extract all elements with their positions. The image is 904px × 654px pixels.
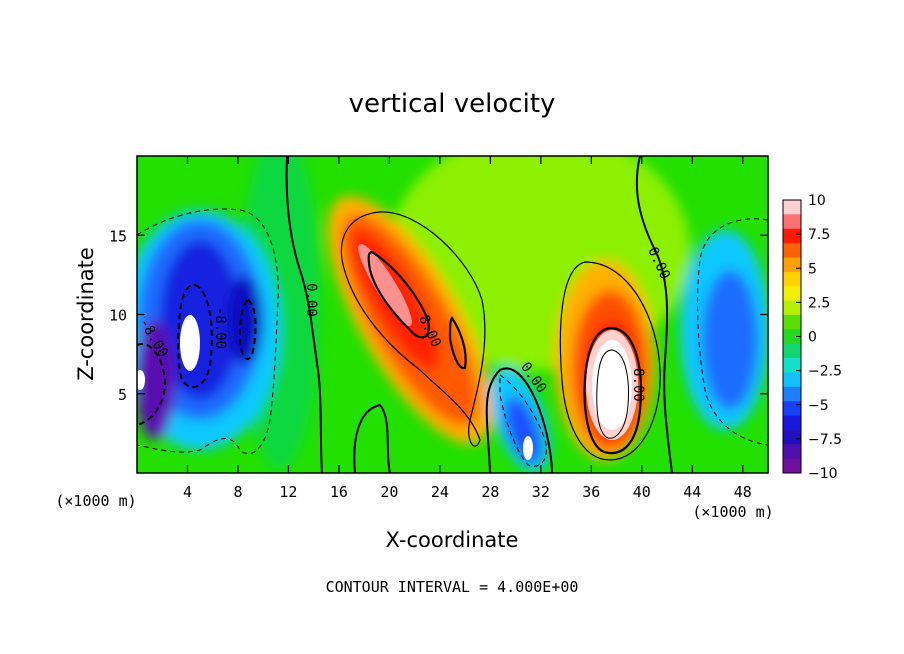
chart-title: vertical velocity xyxy=(349,89,556,119)
x-axis-label: X-coordinate xyxy=(386,528,519,552)
colorbar-swatch xyxy=(783,401,801,417)
colorbar-tick-label: 5 xyxy=(808,261,817,277)
peak-core xyxy=(523,436,533,460)
x-tick-label: 28 xyxy=(481,483,499,501)
colorbar-swatch xyxy=(783,372,801,388)
contour-line xyxy=(137,343,167,426)
plot-area: 0.00 8.00 0.00 8.00 0.00 -8.00 -8.00 xyxy=(137,156,768,473)
peak-core xyxy=(180,315,200,371)
colorbar-swatch xyxy=(783,300,801,316)
contour-line xyxy=(499,374,547,467)
contour-label: -8.00 xyxy=(212,307,228,349)
colorbar-tick-label: −5 xyxy=(808,398,829,414)
x-tick-label: 16 xyxy=(330,483,348,501)
contour-line xyxy=(285,156,323,473)
colorbar-swatch xyxy=(783,243,801,258)
x-tick-label: 4 xyxy=(183,483,192,501)
contour-lines xyxy=(137,156,768,473)
colorbar-swatch xyxy=(783,329,801,345)
colorbar-tick-label: 0 xyxy=(808,330,817,346)
colorbar-tick-label: 10 xyxy=(808,193,826,209)
x-tick-label: 44 xyxy=(683,483,701,501)
contour-line xyxy=(583,326,643,455)
peak-core xyxy=(137,370,145,390)
x-tick-label: 12 xyxy=(279,483,297,501)
colorbar-swatch xyxy=(783,286,801,302)
y-tick-label: 15 xyxy=(109,227,127,245)
contour-line xyxy=(697,218,768,446)
y-tick-label: 5 xyxy=(118,386,127,404)
x-tick-label: 32 xyxy=(532,483,550,501)
colorbar-swatch xyxy=(783,458,801,474)
y-axis: 5 10 15 xyxy=(109,227,768,404)
colorbar-swatch xyxy=(783,386,801,402)
contour-line xyxy=(635,156,673,473)
y-tick-label: 10 xyxy=(109,307,127,325)
colorbar-swatch xyxy=(783,271,801,287)
colorbar-tick-label: 2.5 xyxy=(808,295,830,311)
colorbar-swatch xyxy=(783,200,801,215)
colorbar-tick-label: 7.5 xyxy=(808,227,830,243)
y-unit-label: (×1000 m) xyxy=(692,503,773,521)
field-band xyxy=(160,240,240,400)
contour-label: 8.00 xyxy=(630,368,646,402)
colorbar-swatch xyxy=(783,314,801,330)
x-tick-label: 8 xyxy=(233,483,242,501)
contour-line xyxy=(340,211,486,447)
field-band xyxy=(702,270,758,410)
contour-interval-note: CONTOUR INTERVAL = 4.000E+00 xyxy=(326,578,579,596)
colorbar-swatch xyxy=(783,358,801,373)
x-tick-label: 40 xyxy=(633,483,651,501)
contour-line xyxy=(485,367,553,473)
contour-line xyxy=(177,283,213,389)
x-tick-label: 48 xyxy=(734,483,752,501)
x-axis: 4 8 12 16 20 24 28 32 36 40 44 48 xyxy=(183,156,752,501)
colorbar-swatch xyxy=(783,214,801,230)
colorbar-swatch xyxy=(783,415,801,431)
y-axis-label: Z-coordinate xyxy=(74,247,98,381)
colorbar: 10 7.5 5 2.5 0 −2.5 −5 −7.5 −10 xyxy=(782,193,842,482)
field-band xyxy=(227,275,263,365)
contour-line xyxy=(238,298,257,360)
colorbar-swatch xyxy=(783,444,801,460)
field-band xyxy=(137,320,175,440)
contour-line xyxy=(448,316,467,370)
peak-core xyxy=(592,340,632,430)
contour-line xyxy=(596,349,629,439)
contour-line xyxy=(137,208,279,455)
colorbar-swatch xyxy=(783,257,801,273)
colorbar-swatch xyxy=(783,343,801,359)
x-tick-label: 24 xyxy=(431,483,449,501)
x-tick-label: 36 xyxy=(582,483,600,501)
peak-core xyxy=(358,243,412,327)
contour-line xyxy=(367,250,430,339)
contour-label: 0.00 xyxy=(303,283,319,317)
colorbar-tick-label: −10 xyxy=(808,466,838,482)
x-unit-label: (×1000 m) xyxy=(55,492,136,510)
x-tick-label: 20 xyxy=(380,483,398,501)
contour-line xyxy=(559,261,661,461)
colorbar-swatch xyxy=(783,228,801,244)
field-peaks xyxy=(137,243,638,460)
colorbar-tick-label: −2.5 xyxy=(808,364,842,380)
colorbar-tick-label: −7.5 xyxy=(808,432,842,448)
contour-line xyxy=(353,403,391,473)
colorbar-swatch xyxy=(783,429,801,445)
